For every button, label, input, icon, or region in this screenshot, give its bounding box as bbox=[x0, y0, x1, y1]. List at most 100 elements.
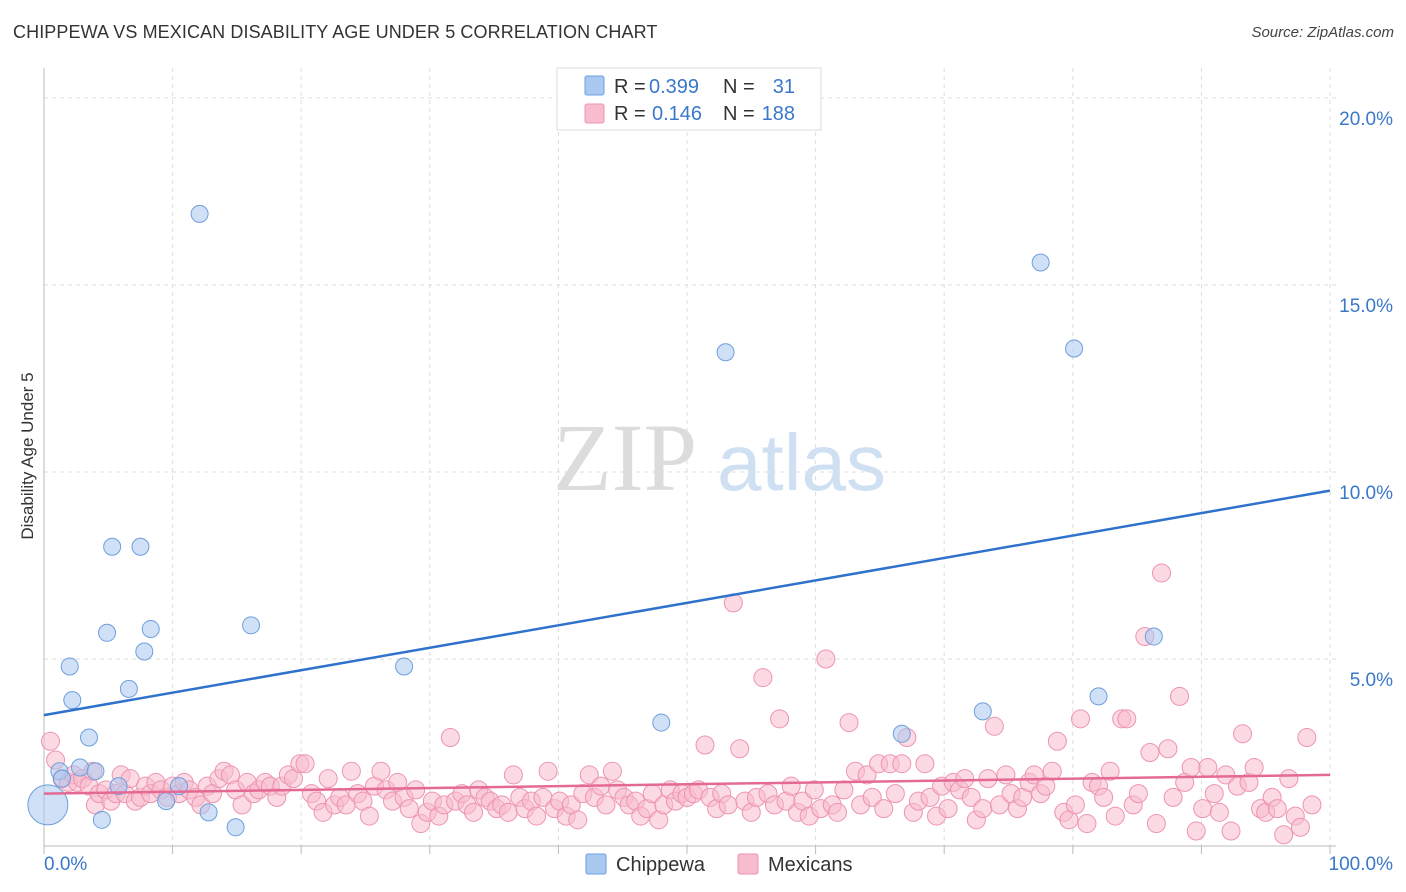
chippewa-point bbox=[80, 728, 99, 747]
mexicans-point bbox=[568, 810, 588, 830]
chippewa-r-value: 0.399 bbox=[649, 76, 699, 98]
mexicans-point bbox=[602, 761, 622, 781]
mexicans-series-swatch bbox=[737, 853, 759, 875]
mexicans-point bbox=[1297, 728, 1317, 748]
mexicans-point bbox=[955, 769, 975, 789]
mexicans-point bbox=[1193, 799, 1213, 819]
mexicans-point bbox=[984, 716, 1004, 736]
mexicans-point bbox=[938, 799, 958, 819]
mexicans-point bbox=[1216, 765, 1236, 785]
chippewa-legend-swatch bbox=[584, 75, 605, 96]
mexicans-point bbox=[770, 709, 790, 729]
chippewa-n-label: N = bbox=[723, 76, 755, 98]
chippewa-point bbox=[892, 724, 911, 743]
mexicans-point bbox=[996, 765, 1016, 785]
mexicans-point bbox=[1244, 757, 1264, 777]
chippewa-point bbox=[103, 537, 122, 556]
source-label: Source: ZipAtlas.com bbox=[1251, 24, 1394, 41]
mexicans-point bbox=[1100, 761, 1120, 781]
mexicans-legend-swatch bbox=[584, 103, 605, 124]
mexicans-n-value: 188 bbox=[762, 103, 795, 125]
mexicans-point bbox=[989, 795, 1009, 815]
y-axis-label: Disability Age Under 5 bbox=[18, 372, 37, 539]
mexicans-point bbox=[1274, 825, 1294, 845]
mexicans-r-value: 0.146 bbox=[652, 103, 702, 125]
chippewa-point bbox=[86, 762, 105, 781]
mexicans-point bbox=[341, 761, 361, 781]
axis-layer bbox=[43, 68, 1336, 847]
x-tick-label-end: 100.0% bbox=[1329, 854, 1394, 875]
mexicans-point bbox=[232, 795, 252, 815]
mexicans-point bbox=[1077, 814, 1097, 834]
chippewa-point bbox=[119, 679, 138, 698]
chippewa-point bbox=[1031, 253, 1050, 272]
mexicans-point bbox=[1233, 724, 1253, 744]
chippewa-point bbox=[1065, 339, 1084, 358]
mexicans-point bbox=[40, 731, 60, 751]
chippewa-point bbox=[131, 537, 150, 556]
mexicans-point bbox=[295, 754, 315, 774]
mexicans-point bbox=[804, 780, 824, 800]
trend-lines bbox=[43, 489, 1331, 795]
mexicans-point bbox=[596, 795, 616, 815]
chippewa-n-value: 31 bbox=[773, 76, 795, 98]
mexicans-point bbox=[1105, 806, 1125, 826]
chippewa-point bbox=[226, 818, 245, 837]
chippewa-point bbox=[395, 657, 414, 676]
mexicans-point bbox=[1071, 709, 1091, 729]
mexicans-point bbox=[1198, 757, 1218, 777]
mexicans-point bbox=[1181, 757, 1201, 777]
mexicans-point bbox=[874, 799, 894, 819]
mexicans-point bbox=[1146, 814, 1166, 834]
mexicans-point bbox=[1140, 742, 1160, 762]
chippewa-point bbox=[141, 620, 160, 639]
mexicans-point bbox=[781, 776, 801, 796]
x-tick-label-start: 0.0% bbox=[44, 854, 87, 875]
mexicans-trend-line bbox=[43, 773, 1331, 795]
mexicans-point bbox=[1186, 821, 1206, 841]
mexicans-point bbox=[718, 795, 738, 815]
chippewa-point bbox=[716, 343, 735, 362]
mexicans-point bbox=[527, 806, 547, 826]
mexicans-point bbox=[498, 802, 518, 822]
mexicans-point bbox=[1209, 802, 1229, 822]
chippewa-series-label: Chippewa bbox=[616, 854, 706, 876]
mexicans-series-label: Mexicans bbox=[768, 854, 852, 876]
chippewa-point bbox=[242, 616, 261, 635]
mexicans-point bbox=[399, 799, 419, 819]
series-legend: Chippewa Mexicans bbox=[585, 853, 852, 876]
mexicans-point bbox=[1158, 739, 1178, 759]
chippewa-point bbox=[190, 204, 209, 223]
watermark-atlas: atlas bbox=[717, 418, 886, 507]
chippewa-point bbox=[71, 758, 90, 777]
y-tick-label: 5.0% bbox=[1350, 670, 1393, 691]
mexicans-point bbox=[1117, 709, 1137, 729]
chippewa-point bbox=[60, 657, 79, 676]
mexicans-point bbox=[973, 799, 993, 819]
mexicans-point bbox=[1094, 787, 1114, 807]
mexicans-n-label: N = bbox=[723, 103, 755, 125]
mexicans-points bbox=[40, 563, 1322, 845]
mexicans-point bbox=[1042, 761, 1062, 781]
chippewa-point bbox=[92, 810, 111, 829]
y-tick-label: 10.0% bbox=[1339, 483, 1393, 504]
chippewa-series-swatch bbox=[585, 853, 607, 875]
mexicans-point bbox=[1047, 731, 1067, 751]
mexicans-point bbox=[1279, 769, 1299, 789]
mexicans-point bbox=[1267, 799, 1287, 819]
tick-layer: 5.0% 10.0% 15.0% 20.0% bbox=[43, 109, 1393, 854]
chippewa-point bbox=[27, 784, 69, 826]
chippewa-point bbox=[53, 769, 72, 788]
mexicans-point bbox=[1290, 817, 1310, 837]
y-tick-label: 20.0% bbox=[1339, 109, 1393, 130]
mexicans-point bbox=[730, 739, 750, 759]
mexicans-point bbox=[839, 713, 859, 733]
mexicans-point bbox=[1221, 821, 1241, 841]
mexicans-point bbox=[371, 761, 391, 781]
mexicans-point bbox=[538, 761, 558, 781]
chippewa-point bbox=[1089, 687, 1108, 706]
chippewa-point bbox=[1144, 627, 1163, 646]
mexicans-point bbox=[827, 802, 847, 822]
chart-title: CHIPPEWA VS MEXICAN DISABILITY AGE UNDER… bbox=[13, 22, 658, 42]
